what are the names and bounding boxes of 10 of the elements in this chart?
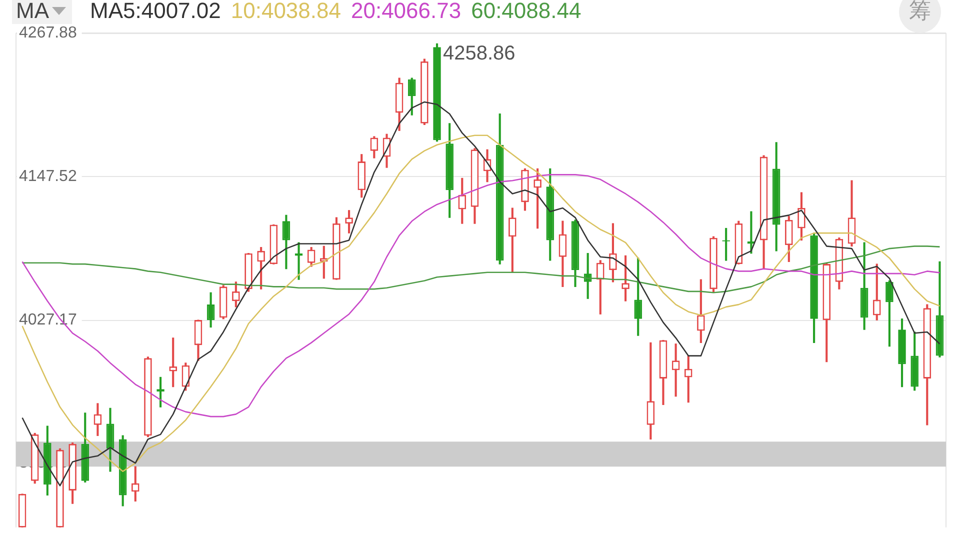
y-tick-label: 4267.88	[19, 24, 77, 42]
legend-title: MA	[16, 0, 49, 24]
dropdown-button: MA	[12, 0, 72, 24]
y-tick-label: 4147.52	[19, 168, 77, 185]
annotation: 4258.86	[443, 42, 516, 64]
text: 20:4066.73	[350, 0, 462, 24]
text: MA5:4007.02	[90, 0, 221, 24]
text: 10:4038.84	[230, 0, 341, 24]
round-button: 筹	[899, 0, 941, 33]
text: 60:4088.44	[471, 0, 582, 24]
